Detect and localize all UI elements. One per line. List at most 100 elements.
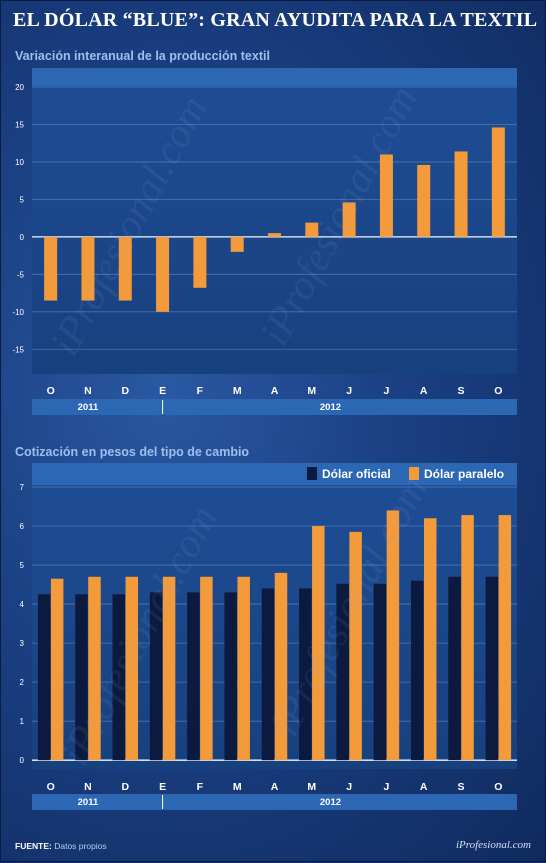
chart1-year-strip — [32, 399, 517, 415]
chart2-bar-2-13 — [498, 515, 512, 761]
chart2-year-label-2: 2012 — [320, 797, 341, 808]
chart1-xtick-label: D — [121, 385, 129, 397]
chart1-xtick-label: S — [458, 385, 465, 397]
chart2-bar-1-8 — [299, 588, 312, 761]
chart1-ytick-label: 15 — [15, 120, 24, 129]
chart2-ytick-label: 3 — [20, 639, 25, 648]
chart1-ytick-label: 0 — [20, 233, 25, 242]
footer-source-text: Datos propios — [54, 841, 107, 851]
chart1-xtick-label: M — [233, 385, 242, 397]
chart1-bar-1-7 — [268, 233, 281, 237]
chart1-bar-1-12 — [454, 151, 468, 237]
chart2-title: Cotización en pesos del tipo de cambio — [15, 445, 250, 459]
chart2-legend-swatch-1 — [307, 467, 317, 480]
chart2-legend-label-2: Dólar paralelo — [424, 467, 504, 481]
chart1-ytick-label: 10 — [15, 158, 24, 167]
chart1-header-strip — [32, 68, 517, 86]
chart2-xtick-label: M — [233, 781, 242, 793]
chart2-legend-swatch-2 — [409, 467, 419, 480]
chart1-ytick-label: 5 — [20, 195, 25, 204]
chart1-bar-1-11 — [417, 164, 431, 237]
chart2-year-strip — [32, 794, 517, 810]
chart2-xtick-label: M — [307, 781, 316, 793]
chart1-bar-1-1 — [44, 236, 58, 301]
chart2-xtick-label: J — [346, 781, 352, 793]
chart2-legend-label-1: Dólar oficial — [322, 467, 391, 481]
chart1-year-label-1: 2011 — [78, 402, 99, 413]
chart2-bar-2-2 — [88, 576, 101, 761]
chart1-group: 20 15 10 5 0 -5 -10 -15 O N D E F M A M J J A S O 2011 2012 — [12, 68, 517, 415]
chart1-plot-area — [32, 68, 517, 374]
chart1-bar-1-6 — [230, 236, 244, 252]
chart2-ytick-label: 6 — [20, 522, 25, 531]
chart2-xtick-label: A — [271, 781, 279, 793]
chart1-xtick-label: N — [84, 385, 92, 397]
chart1-bar-1-2 — [81, 236, 95, 301]
chart2-bar-1-3 — [112, 594, 126, 761]
chart1-bar-1-3 — [118, 236, 132, 301]
chart2-bar-2-3 — [125, 576, 139, 761]
chart2-bar-1-4 — [149, 592, 163, 761]
chart2-header-strip — [32, 463, 517, 485]
chart2-xtick-label: F — [197, 781, 204, 793]
chart2-bar-1-5 — [187, 592, 200, 761]
chart2-bar-2-5 — [200, 576, 213, 761]
chart2-bar-2-11 — [423, 518, 437, 761]
chart1-xtick-label: F — [197, 385, 204, 397]
chart2-xtick-label: O — [494, 781, 502, 793]
chart2-plot-area — [32, 463, 517, 769]
chart2-year-label-1: 2011 — [78, 797, 99, 808]
chart1-bar-1-4 — [156, 236, 170, 312]
chart2-xtick-label: O — [47, 781, 55, 793]
chart1-bar-1-8 — [305, 222, 319, 237]
chart2-group: 7 6 5 4 3 2 1 0 O N D E F M A M J J A S O 2011 2012 Dólar ofici… — [20, 463, 517, 810]
chart2-bar-1-2 — [75, 594, 88, 761]
chart1-ytick-label: -10 — [12, 308, 24, 317]
page-title: EL DÓLAR “BLUE”: GRAN AYUDITA PARA LA TE… — [13, 9, 538, 31]
chart1-ytick-label: -15 — [12, 345, 24, 354]
footer-brand: iProfesional.com — [455, 839, 531, 851]
chart2-bar-1-10 — [373, 583, 387, 761]
chart2-ytick-label: 4 — [20, 600, 25, 609]
chart2-ytick-label: 0 — [20, 756, 25, 765]
chart1-title: Variación interanual de la producción te… — [15, 49, 270, 63]
chart1-bar-1-9 — [342, 202, 356, 237]
chart2-bar-1-7 — [261, 588, 275, 761]
chart1-xtick-label: A — [271, 385, 279, 397]
chart2-xtick-label: J — [384, 781, 390, 793]
chart2-ytick-label: 5 — [20, 561, 25, 570]
chart2-bar-1-6 — [224, 592, 237, 761]
chart2-bar-2-1 — [50, 578, 64, 761]
chart2-xtick-label: E — [159, 781, 166, 793]
chart1-ytick-label: -5 — [17, 270, 25, 279]
chart1-xtick-label: O — [494, 385, 502, 397]
chart2-xtick-label: S — [458, 781, 465, 793]
chart1-xtick-label: E — [159, 385, 166, 397]
chart1-xtick-label: A — [420, 385, 428, 397]
chart2-bar-1-9 — [336, 583, 349, 761]
chart2-bar-2-12 — [461, 515, 474, 761]
chart2-bar-2-9 — [349, 531, 362, 761]
chart2-ytick-label: 7 — [20, 483, 25, 492]
footer-source: FUENTE: Datos propios — [15, 841, 107, 851]
chart1-year-label-2: 2012 — [320, 402, 341, 413]
chart1-bar-1-5 — [193, 236, 207, 288]
chart2-ytick-label: 1 — [20, 717, 25, 726]
chart1-ytick-label: 20 — [15, 83, 24, 92]
chart2-bar-2-4 — [162, 576, 176, 761]
chart2-xtick-label: N — [84, 781, 92, 793]
chart1-xtick-label: M — [307, 385, 316, 397]
footer-source-label: FUENTE: — [15, 841, 52, 851]
chart2-bar-1-1 — [37, 594, 51, 761]
chart2-bar-1-12 — [448, 576, 461, 761]
chart2-xtick-label: D — [121, 781, 129, 793]
chart1-bar-1-13 — [491, 127, 505, 237]
chart1-xtick-label: J — [346, 385, 352, 397]
chart1-bar-1-10 — [379, 154, 393, 237]
chart2-bar-2-8 — [312, 526, 325, 761]
chart2-bar-2-7 — [274, 572, 288, 761]
chart2-ytick-label: 2 — [20, 678, 25, 687]
chart2-bar-2-10 — [386, 510, 400, 761]
